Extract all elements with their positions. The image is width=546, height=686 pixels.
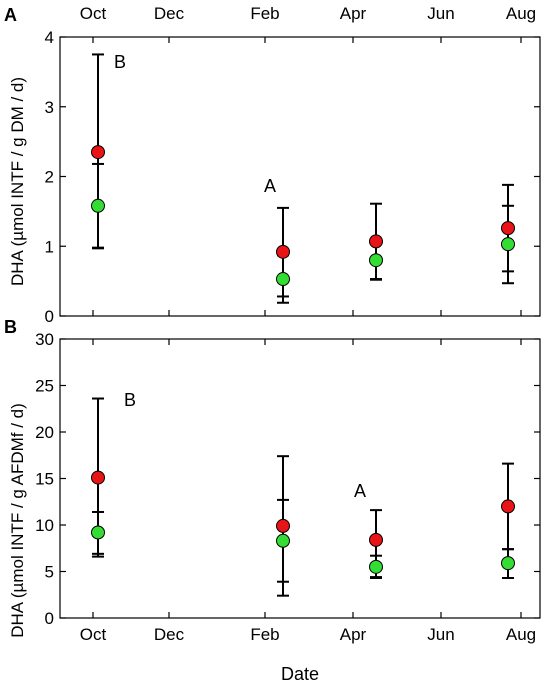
green-data-point — [91, 525, 105, 540]
red-data-point — [501, 499, 515, 514]
y-tick-label: 20 — [35, 423, 54, 442]
x-tick-label: Feb — [250, 625, 279, 644]
green-data-point — [276, 272, 290, 287]
x-tick-label: Aug — [506, 4, 536, 23]
x-tick-label: Aug — [506, 625, 536, 644]
panel-A: A 0 1 2 3 4 Oct Dec Feb Apr Jun Aug DHA (µmol INTF /… — [4, 4, 541, 326]
x-tick-label: Apr — [340, 625, 367, 644]
annotation-B: B — [124, 390, 136, 410]
annotation-A: A — [354, 481, 366, 501]
y-tick-label: 0 — [45, 307, 54, 326]
y-tick-label: 4 — [45, 28, 54, 47]
y-tick-label: 30 — [35, 330, 54, 349]
annotation-B: B — [114, 52, 126, 72]
red-data-point — [369, 532, 383, 547]
red-data-point — [91, 145, 105, 160]
plot-frame — [59, 36, 541, 317]
y-tick-label: 0 — [45, 609, 54, 628]
x-tick-label: Dec — [154, 4, 185, 23]
x-tick-label: Jun — [427, 4, 454, 23]
y-tick-label: 5 — [45, 563, 54, 582]
green-data-point — [369, 559, 383, 574]
y-axis-title: DHA (µmol INTF / g DM / d) — [8, 77, 27, 286]
green-data-point — [501, 556, 515, 571]
x-tick-label: Dec — [154, 625, 185, 644]
panel-letter: A — [4, 5, 17, 25]
x-axis-label: Date — [281, 664, 319, 684]
y-tick-label: 15 — [35, 470, 54, 489]
red-data-point — [91, 470, 105, 485]
red-data-point — [369, 234, 383, 249]
red-data-point — [276, 518, 290, 533]
y-tick-label: 2 — [45, 168, 54, 187]
annotation-A: A — [264, 176, 276, 196]
y-axis-title: DHA (µmol INTF / g AFDMf / d) — [8, 403, 27, 638]
y-tick-label: 10 — [35, 516, 54, 535]
x-tick-label: Apr — [340, 4, 367, 23]
plot-frame — [59, 338, 541, 619]
x-tick-label: Oct — [80, 625, 107, 644]
x-tick-label: Oct — [80, 4, 107, 23]
green-data-point — [369, 253, 383, 268]
y-tick-label: 1 — [45, 237, 54, 256]
red-data-point — [501, 221, 515, 236]
panel-letter: B — [4, 317, 17, 337]
green-data-point — [91, 198, 105, 213]
green-data-point — [501, 237, 515, 252]
x-tick-label: Jun — [427, 625, 454, 644]
red-data-point — [276, 244, 290, 259]
green-data-point — [276, 533, 290, 548]
panel-B: B 0 5 10 15 20 25 30 Oct Dec Feb Apr Jun Aug DHA (µmol… — [4, 317, 541, 644]
y-tick-label: 25 — [35, 377, 54, 396]
y-tick-label: 3 — [45, 98, 54, 117]
x-tick-label: Feb — [250, 4, 279, 23]
